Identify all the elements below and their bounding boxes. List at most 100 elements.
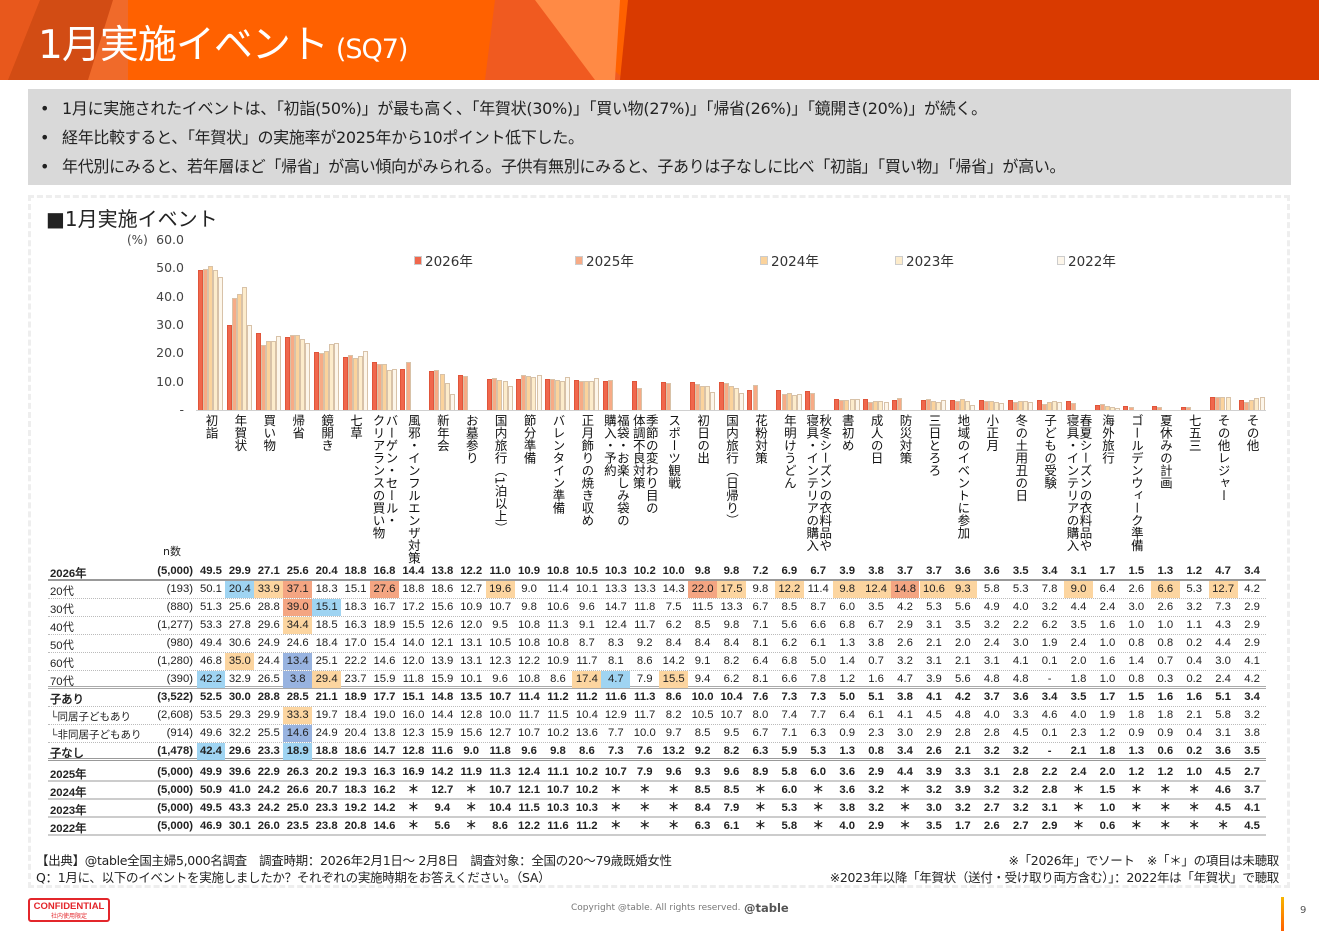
summary-item: 年代別にみると、若年層ほど「帰省」が高い傾向がみられる。子供有無別にみると、子あ… [40, 152, 1291, 181]
table-cell: 12.9 [604, 709, 627, 721]
category-label: 地域のイベントに参加 [955, 414, 971, 539]
table-cell: 11.5 [547, 709, 569, 721]
question-code: (SQ7) [335, 34, 409, 65]
bar-2023年 [300, 339, 306, 410]
table-cell: 7.3 [810, 691, 827, 703]
bar-2026年 [1065, 401, 1071, 410]
table-cell: 53.3 [199, 619, 222, 631]
table-cell: 3.8 [839, 802, 856, 814]
sample-size: (1,478) [157, 745, 193, 757]
table-cell: 3.5 [954, 619, 971, 631]
table-cell: 12.7 [489, 727, 512, 739]
table-cell: 10.9 [518, 565, 541, 577]
table-cell: 2.9 [1244, 637, 1260, 649]
table-cell: ＊ [1072, 820, 1085, 832]
table-cell: 5.3 [926, 601, 942, 613]
table-cell: 9.1 [694, 655, 711, 667]
table-cell: 2.4 [983, 637, 1000, 649]
sample-size: (5,000) [157, 766, 193, 778]
category-label: 秋冬シーズンの衣料品や 寝具・インテリアの購入 [804, 414, 833, 552]
table-cell: 2.2 [1041, 766, 1058, 778]
bar-2025年 [926, 398, 932, 410]
bar-2026年 [487, 378, 493, 410]
table-cell: ＊ [812, 802, 824, 814]
table-cell: 8.1 [752, 673, 769, 685]
bar-2025年 [203, 268, 209, 410]
bar-2025年 [694, 383, 700, 410]
table-cell: 1.5 [1099, 784, 1116, 796]
page-accent-bar [1281, 897, 1284, 931]
category-label: 子どもの受験 [1042, 414, 1058, 489]
table-cell: 2.4 [1215, 673, 1231, 685]
y-tick-label: 30.0 [156, 317, 184, 332]
category-label: 小正月 [984, 414, 1000, 452]
table-cell: - [1047, 745, 1052, 757]
y-tick-label: 60.0 [156, 232, 184, 247]
table-cell: 13.1 [460, 655, 483, 667]
table-row: 70代 (390) 42.2 32.9 26.5 3.8 29.4 23.7 15.9 11.8 1… [48, 671, 1266, 689]
table-cell: 17.2 [402, 601, 425, 613]
table-row: 2023年 (5,000) 49.5 43.3 24.2 25.0 23.3 19.2 14.2… [48, 800, 1266, 818]
row-label: 2024年 [50, 787, 87, 799]
bar-2022年 [305, 343, 311, 410]
table-cell: 1.9 [1099, 709, 1116, 721]
table-cell: 2.1 [926, 637, 942, 649]
table-cell: 12.3 [402, 727, 425, 739]
table-cell: 19.2 [344, 802, 367, 814]
bar-2023年 [502, 380, 508, 410]
table-row: └非同居子どもあり (914) 49.6 32.2 25.5 14.6 24.9 20.4 13… [48, 725, 1266, 743]
bar-2025年 [1012, 402, 1018, 410]
table-cell: 12.2 [518, 820, 541, 832]
table-cell: 9.8 [694, 565, 711, 577]
table-cell: 41.0 [228, 784, 251, 796]
table-cell: 3.8 [1244, 727, 1260, 739]
table-cell: 10.2 [575, 766, 598, 778]
table-cell: 15.1 [312, 599, 342, 616]
table-cell: 3.6 [954, 565, 971, 577]
table-cell: 12.7 [431, 784, 454, 796]
table-cell: 4.5 [926, 709, 942, 721]
bar-2022年 [970, 405, 976, 410]
row-label: └非同居子どもあり [50, 729, 142, 741]
bar-2025年 [636, 387, 642, 410]
table-cell: 3.8 [868, 565, 884, 577]
bar-2026年 [1123, 405, 1129, 410]
table-cell: 18.3 [344, 784, 367, 796]
table-cell: 16.2 [373, 784, 396, 796]
table-cell: 1.0 [1128, 619, 1145, 631]
bar-2025年 [434, 369, 440, 410]
table-cell: 8.5 [781, 601, 798, 613]
table-cell: 0.6 [1099, 820, 1116, 832]
table-cell: 12.4 [604, 619, 627, 631]
table-cell: 11.3 [634, 691, 656, 703]
table-cell: 10.0 [489, 709, 512, 721]
table-cell: 2.9 [1041, 820, 1058, 832]
table-cell: 0.2 [1186, 637, 1203, 649]
category-label: 正月飾りの焼き収め [579, 414, 595, 527]
table-cell: ＊ [754, 802, 767, 814]
table-cell: 25.6 [286, 565, 309, 577]
bar-2026年 [313, 352, 319, 410]
table-cell: 6.4 [1099, 583, 1116, 595]
bar-2024年 [786, 393, 792, 410]
table-cell: 11.7 [634, 709, 656, 721]
bar-2024年 [1249, 399, 1255, 410]
table-cell: 3.8 [897, 691, 913, 703]
table-cell: 3.2 [1012, 745, 1029, 757]
category-label: 年賀状 [232, 414, 248, 452]
table-cell: 23.7 [344, 673, 367, 685]
category-label: 国内旅行（日帰り） [724, 414, 740, 527]
table-cell: 3.2 [983, 619, 1000, 631]
table-cell: 6.1 [810, 637, 827, 649]
table-cell: 5.8 [1215, 709, 1231, 721]
table-cell: 12.7 [460, 583, 483, 595]
bar-2026年 [342, 356, 348, 410]
table-cell: 2.9 [868, 766, 884, 778]
table-cell: 18.8 [402, 583, 425, 595]
table-cell: 18.5 [315, 619, 338, 631]
table-cell: 18.8 [315, 745, 338, 757]
table-cell: 10.6 [919, 581, 949, 598]
table-cell: 28.8 [257, 601, 280, 613]
bar-2022年 [710, 392, 716, 410]
summary-box: 1月に実施されたイベントは、「初詣(50%)」が最も高く、「年賀状(30%)」「… [28, 89, 1291, 185]
